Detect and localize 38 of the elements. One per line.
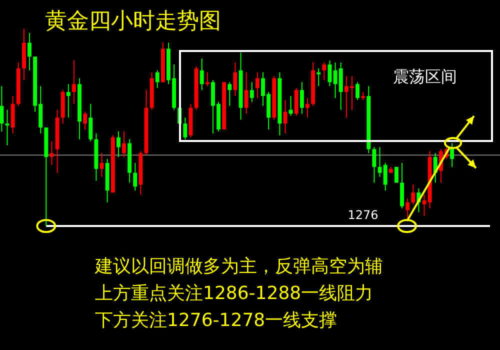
candlestick — [200, 58, 204, 91]
candlestick — [316, 68, 321, 87]
candlestick — [83, 111, 88, 130]
candlestick — [328, 60, 332, 87]
candlestick — [100, 152, 104, 178]
candlestick — [400, 162, 404, 209]
candlestick — [116, 130, 120, 158]
chart-title: 黄金四小时走势图 — [45, 9, 221, 34]
candlestick — [183, 117, 188, 140]
text: 上方重点关注1286-1288一线阻力 — [95, 283, 374, 304]
candlestick — [205, 72, 210, 87]
candlestick — [294, 88, 298, 116]
candlestick — [122, 130, 126, 158]
candlestick — [228, 82, 232, 106]
candlestick — [244, 72, 248, 114]
text: 建议以回调做多为主，反弹高空为辅 — [94, 256, 383, 277]
candlestick — [155, 70, 160, 89]
candlestick — [306, 97, 310, 118]
candlestick — [255, 72, 260, 98]
candlestick — [356, 82, 360, 100]
candlestick — [50, 140, 54, 166]
candlestick — [5, 109, 10, 146]
annotation: 震荡区间 — [393, 67, 457, 86]
candlestick — [66, 84, 70, 118]
candlestick — [10, 95, 15, 134]
candlestick — [250, 82, 254, 102]
annotation: 1276 — [348, 208, 378, 222]
candlestick — [28, 32, 32, 71]
candlestick — [0, 86, 4, 132]
text: 下方关注1276-1278一线支撑 — [95, 310, 338, 331]
candlestick — [133, 162, 138, 192]
candlestick — [322, 62, 326, 81]
candlestick — [233, 62, 238, 96]
candlestick — [72, 60, 76, 104]
candlestick — [283, 99, 288, 134]
candlestick — [300, 82, 304, 114]
candlestick — [88, 103, 93, 142]
candlestick — [372, 146, 376, 184]
